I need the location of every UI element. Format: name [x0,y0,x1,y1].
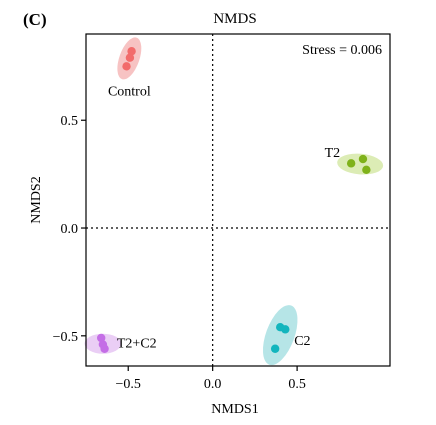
data-point [346,159,356,168]
y-tick-label: −0.5 [53,330,78,345]
y-tick-label: 0.5 [61,114,79,129]
axis-ticks: −0.5 0.0 0.5 −0.5 0.0 0.5 [53,114,306,392]
confidence-ellipse-1 [337,153,384,175]
x-axis-title: NMDS1 [211,402,258,417]
y-axis-title: NMDS2 [29,176,44,223]
panel-label: (C) [23,10,47,29]
chart-title: NMDS [213,11,256,27]
x-tick-label: −0.5 [116,377,141,392]
y-tick-label: 0.0 [61,222,79,237]
data-point [122,62,131,71]
data-point [125,53,135,62]
data-point [270,344,280,353]
group-labels: Control T2 C2 T2+C2 [108,84,340,351]
data-point [100,344,109,353]
data-point [97,333,106,343]
group-label: C2 [294,334,310,349]
data-point [281,325,290,334]
stress-annotation: Stress = 0.006 [302,43,382,58]
plot-frame [85,33,391,367]
group-label: T2+C2 [117,337,157,352]
data-point [127,47,136,56]
data-point [358,154,368,164]
group-label: Control [108,84,151,99]
x-tick-label: 0.0 [204,377,222,392]
plot-area [84,34,390,366]
group-label: T2 [325,146,341,161]
x-tick-label: 0.5 [288,377,306,392]
data-point [362,165,371,175]
